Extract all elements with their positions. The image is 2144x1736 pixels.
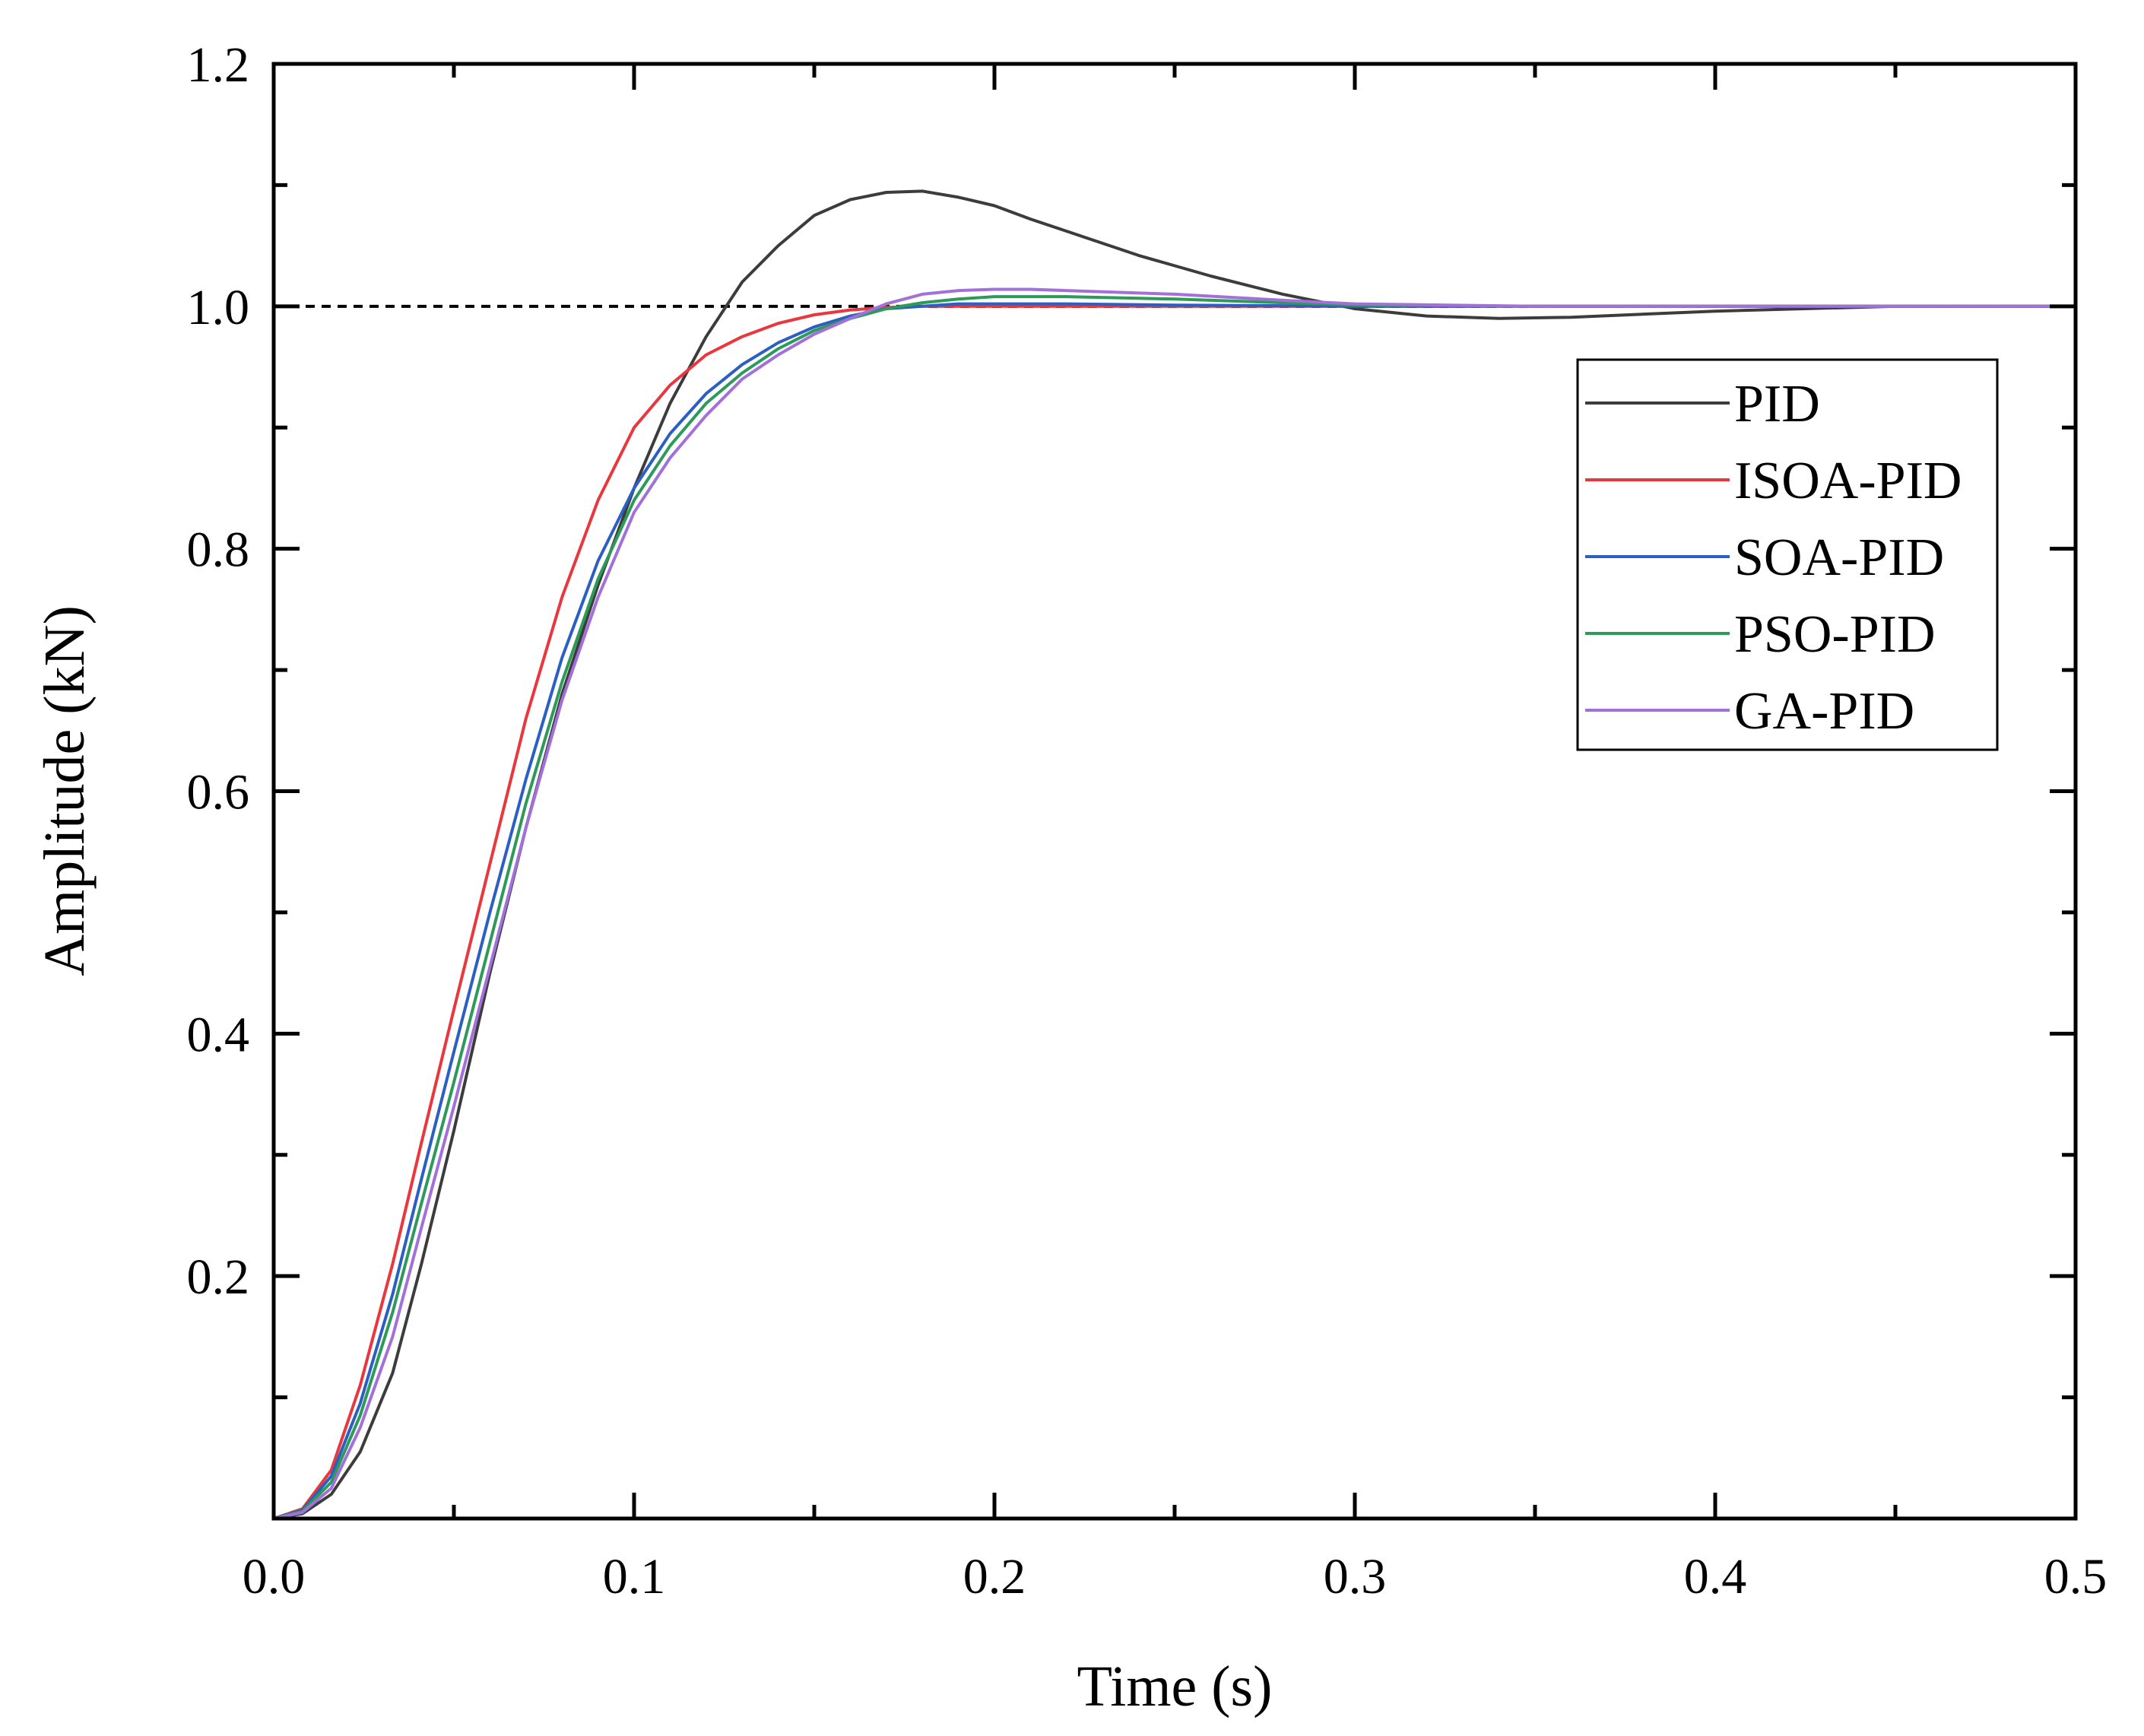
- series-line-pid: [273, 189, 2076, 1520]
- series-line-soa-pid: [273, 302, 2076, 1520]
- legend-label-pso-pid: PSO-PID: [1734, 605, 1936, 664]
- legend-label-isoa-pid: ISOA-PID: [1734, 452, 1962, 510]
- legend-label-soa-pid: SOA-PID: [1734, 528, 1944, 587]
- y-tick-label: 0.6: [187, 765, 250, 820]
- y-tick-label: 1.0: [187, 280, 250, 335]
- y-tick-label: 0.2: [187, 1249, 250, 1305]
- legend-label-pid: PID: [1734, 375, 1820, 433]
- series-line-isoa-pid: [273, 304, 2076, 1520]
- y-axis-title: Amplitude (kN): [33, 605, 97, 976]
- y-tick-label: 1.2: [187, 37, 250, 93]
- x-tick-label: 0.1: [603, 1549, 666, 1604]
- series-line-ga-pid: [273, 287, 2076, 1520]
- x-axis-title: Time (s): [1077, 1655, 1273, 1719]
- x-tick-label: 0.4: [1684, 1549, 1747, 1604]
- x-tick-label: 0.0: [243, 1549, 306, 1604]
- x-tick-label: 0.3: [1324, 1549, 1387, 1604]
- legend-box: [1576, 358, 1999, 751]
- y-tick-label: 0.8: [187, 522, 250, 578]
- x-tick-label: 0.5: [2044, 1549, 2108, 1604]
- legend-label-ga-pid: GA-PID: [1734, 682, 1914, 741]
- series-line-pso-pid: [273, 295, 2076, 1520]
- plot-frame: [271, 62, 2078, 1521]
- x-tick-label: 0.2: [963, 1549, 1026, 1604]
- y-tick-label: 0.4: [187, 1007, 250, 1062]
- legend: PID ISOA-PID SOA-PID PSO-PID GA-PID: [1576, 358, 1999, 751]
